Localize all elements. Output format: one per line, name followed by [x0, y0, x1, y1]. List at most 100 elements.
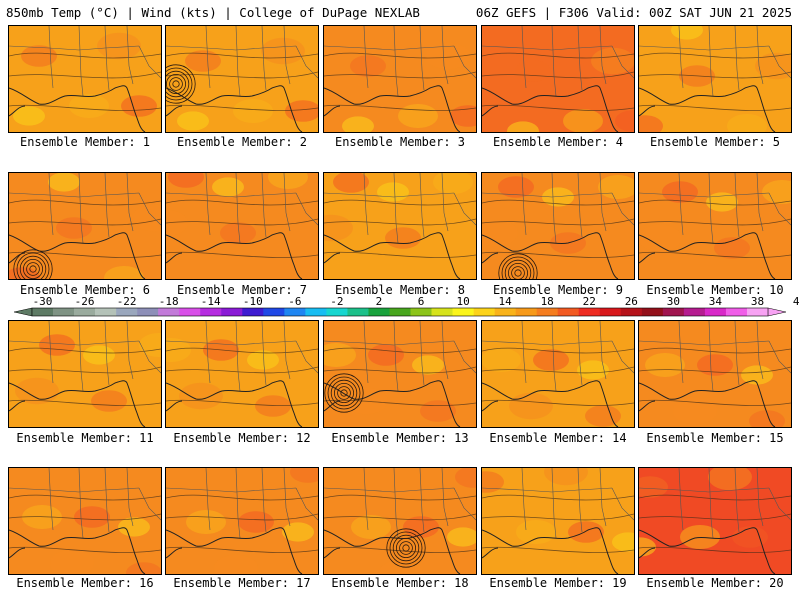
ensemble-map-panel [8, 25, 162, 133]
ensemble-map-panel [8, 467, 162, 575]
colorbar-swatch [704, 308, 727, 316]
coastline [9, 380, 146, 427]
ensemble-map-panel [323, 467, 477, 575]
colorbar-swatch [137, 308, 159, 316]
colorbar-tick-label: 14 [499, 296, 513, 308]
coastline [9, 527, 146, 574]
state-borders [324, 26, 476, 97]
colorbar-tick-label: -6 [288, 296, 301, 308]
height-contours [9, 52, 161, 111]
temperature-field [639, 26, 791, 132]
colorbar-swatch [368, 308, 390, 316]
height-contours [166, 494, 318, 553]
colorbar-tick-label: -26 [75, 296, 95, 308]
height-contours [482, 494, 634, 553]
colorbar-tick-label: 22 [583, 296, 596, 308]
colorbar-swatch [515, 308, 537, 316]
colorbar-swatch [326, 308, 348, 316]
member-caption: Ensemble Member: 1 [19, 135, 151, 149]
colorbar-tick-label: -30 [33, 296, 53, 308]
colorbar-tick-label: 2 [376, 296, 383, 308]
colorbar-swatch [599, 308, 622, 316]
colorbar-swatch [662, 308, 685, 316]
ensemble-map-panel [638, 320, 792, 428]
coastline [166, 527, 303, 574]
colorbar-swatch [410, 308, 432, 316]
colorbar-swatch [158, 308, 180, 316]
colorbar-tick-label: -18 [159, 296, 179, 308]
height-contours [9, 494, 161, 553]
coastline [639, 85, 776, 132]
ensemble-map-panel [8, 172, 162, 280]
coastline [324, 232, 461, 279]
coastline [166, 232, 303, 279]
colorbar-tick-label: -14 [201, 296, 221, 308]
colorbar-swatch [725, 308, 748, 316]
state-borders [9, 468, 161, 539]
state-borders [324, 468, 476, 539]
height-contours [482, 347, 634, 406]
member-caption: Ensemble Member: 18 [331, 576, 469, 590]
colorbar-tick-label: 18 [541, 296, 554, 308]
colorbar-swatch [746, 308, 769, 316]
coastline [324, 527, 461, 574]
height-contours [166, 347, 318, 406]
member-caption: Ensemble Member: 5 [649, 135, 781, 149]
run-valid-time: 06Z GEFS | F306 Valid: 00Z SAT JUN 21 20… [475, 5, 792, 20]
coastline [9, 85, 146, 132]
state-borders [482, 468, 634, 539]
coastline [482, 232, 619, 279]
ensemble-map-panel [481, 25, 635, 133]
member-caption: Ensemble Member: 17 [173, 576, 311, 590]
height-contours [324, 52, 476, 111]
map-title: 850mb Temp (°C) | Wind (kts) | College o… [6, 5, 420, 20]
colorbar-swatch [32, 308, 54, 316]
colorbar-swatch [452, 308, 474, 316]
colorbar-swatch [641, 308, 664, 316]
state-borders [639, 321, 791, 392]
colorbar-swatch [557, 308, 580, 316]
ensemble-map-panel [323, 320, 477, 428]
colorbar-tick-label: -10 [243, 296, 263, 308]
member-caption: Ensemble Member: 8 [334, 283, 466, 297]
state-borders [9, 321, 161, 392]
state-borders [166, 468, 318, 539]
colorbar-tick-label: 6 [418, 296, 425, 308]
coastline [9, 232, 146, 279]
member-caption: Ensemble Member: 9 [492, 283, 624, 297]
ensemble-map-panel [481, 467, 635, 575]
height-contours [639, 347, 791, 406]
colorbar-swatch [389, 308, 411, 316]
colorbar-swatch [473, 308, 495, 316]
colorbar-tick-label: 30 [667, 296, 680, 308]
coastline [482, 527, 619, 574]
ensemble-map-panel [638, 467, 792, 575]
colorbar-swatch [347, 308, 369, 316]
height-contours [639, 52, 791, 111]
member-caption: Ensemble Member: 16 [16, 576, 154, 590]
state-borders [166, 26, 318, 97]
colorbar-swatch [578, 308, 601, 316]
state-borders [324, 321, 476, 392]
temperature-field [482, 26, 634, 132]
coastline [482, 85, 619, 132]
height-contours [482, 52, 634, 111]
temperature-colorbar: -30 -26 -22 -18 -14 -10 -6 -2 2 6 10 14 18 22 26 30 34 38… [13, 296, 800, 317]
ensemble-map-panel [8, 320, 162, 428]
member-caption: Ensemble Member: 7 [176, 283, 308, 297]
colorbar-swatch [284, 308, 306, 316]
ensemble-map-panel [638, 25, 792, 133]
member-caption: Ensemble Member: 20 [646, 576, 784, 590]
height-contours [482, 199, 634, 258]
member-caption: Ensemble Member: 2 [176, 135, 308, 149]
member-caption: Ensemble Member: 11 [16, 431, 154, 445]
colorbar-swatch [200, 308, 222, 316]
temperature-field [324, 468, 476, 574]
member-caption: Ensemble Member: 4 [492, 135, 624, 149]
state-borders [482, 173, 634, 244]
member-caption: Ensemble Member: 6 [19, 283, 151, 297]
height-contours [324, 199, 476, 258]
state-borders [9, 26, 161, 97]
ensemble-map-panel [165, 25, 319, 133]
colorbar-tick-label: 42 [793, 296, 800, 308]
